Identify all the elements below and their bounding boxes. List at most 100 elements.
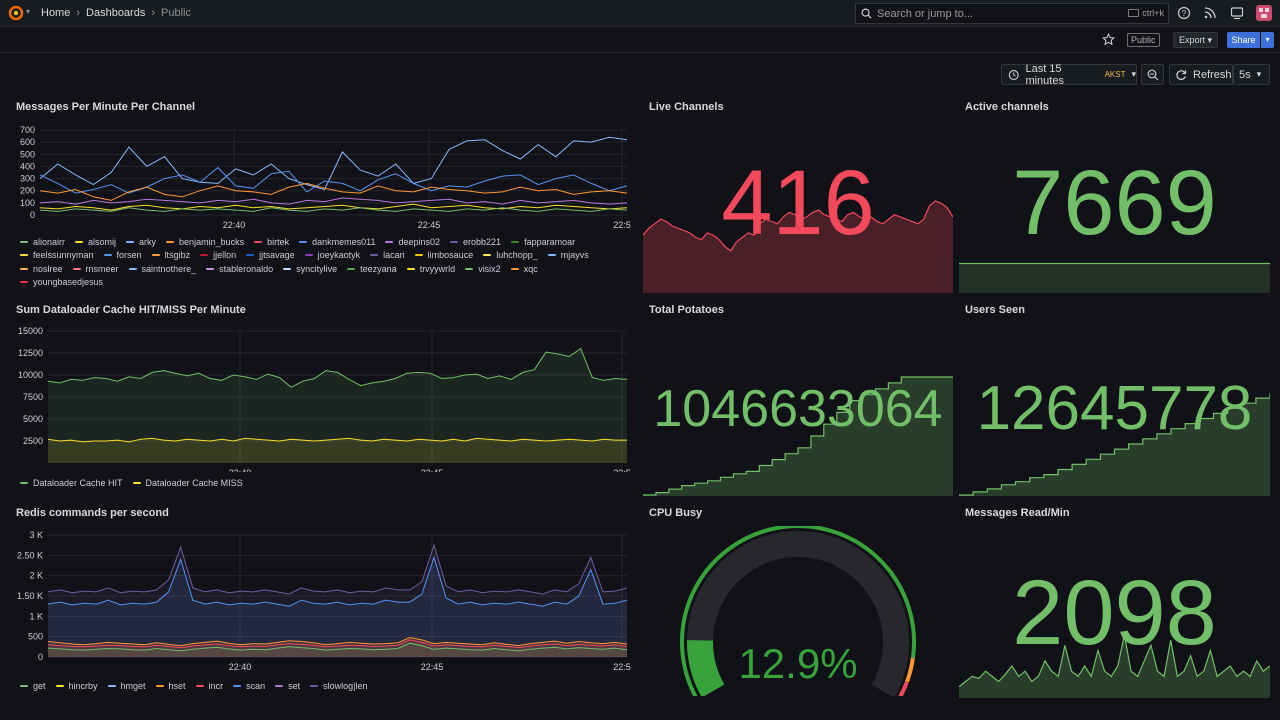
x-tick-label: 22:40	[229, 662, 252, 672]
legend-label: scan	[246, 681, 266, 691]
legend-item[interactable]: scan	[233, 679, 265, 693]
share-dropdown-chevron-icon[interactable]: ▾	[1261, 32, 1274, 48]
legend-item[interactable]: mjayvs	[547, 250, 589, 260]
panel-title-active-channels[interactable]: Active channels	[965, 101, 1049, 113]
redis-commands-chart[interactable]: 3 K 2.50 K 2 K 1.50 K 1 K 500 0 22:40 22:45 22:5	[0, 526, 640, 676]
legend-item[interactable]: hincrby	[55, 679, 98, 693]
export-button[interactable]: Export ▾	[1173, 32, 1219, 48]
breadcrumb: Home › Dashboards › Public	[41, 7, 191, 19]
legend-item[interactable]: rnsmeer	[72, 264, 119, 274]
legend-item[interactable]: slowlog|len	[310, 679, 367, 693]
legend-item[interactable]: jjtsavage	[246, 250, 295, 260]
refresh-interval-picker[interactable]: 5s ▾	[1233, 64, 1270, 85]
legend-item[interactable]: jjellon	[200, 250, 236, 260]
legend-item[interactable]: visix2	[465, 264, 501, 274]
legend-item[interactable]: Dataloader Cache MISS	[132, 476, 243, 490]
messages-read-sparkline	[959, 634, 1270, 698]
legend-item[interactable]: youngbasedjesus	[20, 277, 103, 287]
legend-item[interactable]: noslree	[20, 264, 63, 274]
legend-item[interactable]: luhchopp_	[483, 250, 538, 260]
legend-item[interactable]: syncitylive	[283, 264, 337, 274]
star-icon[interactable]	[1102, 33, 1115, 46]
legend-item[interactable]: trvyywrld	[406, 264, 455, 274]
panel-title-cpu-busy[interactable]: CPU Busy	[649, 507, 703, 519]
kiosk-mode-icon[interactable]	[1230, 6, 1244, 20]
legend-item[interactable]: get	[20, 679, 46, 693]
legend-item[interactable]: forsen	[103, 250, 142, 260]
legend-item[interactable]: benjamin_bucks	[166, 237, 244, 247]
legend-label: limbosauce	[427, 250, 474, 261]
chevron-down-icon[interactable]: ▾	[26, 7, 31, 16]
series-line	[47, 636, 628, 647]
messages-per-minute-chart[interactable]: 700 600 500 400 300 200 100 0 22:40 22:45 22:5	[0, 120, 640, 235]
search-input[interactable]	[877, 7, 1117, 20]
legend-item[interactable]: joeykaotyk	[304, 250, 360, 260]
legend-item[interactable]: stableronaldo	[206, 264, 273, 274]
sparkline-line	[643, 376, 953, 496]
y-tick-label: 1 K	[29, 611, 43, 621]
legend-label: Dataloader Cache MISS	[145, 478, 243, 488]
y-tick-label: 500	[20, 149, 35, 159]
legend-item[interactable]: fapparamoar	[511, 237, 575, 247]
breadcrumb-current: Public	[161, 7, 191, 19]
dataloader-cache-chart[interactable]: 15000 12500 10000 7500 5000 2500 22:40 22:45 22:…	[0, 322, 640, 472]
legend-swatch	[20, 254, 28, 257]
x-tick-label: 22:45	[421, 662, 444, 672]
legend-item[interactable]: hmget	[107, 679, 146, 693]
series-line	[39, 203, 628, 211]
legend-item[interactable]: dankmemes011	[299, 237, 375, 247]
sparkline-area	[959, 393, 1270, 496]
legend-item[interactable]: set	[275, 679, 300, 693]
panel-title-users-seen[interactable]: Users Seen	[965, 304, 1025, 316]
panel-title-dataloader[interactable]: Sum Dataloader Cache HIT/MISS Per Minute	[16, 304, 246, 316]
series-line	[39, 136, 628, 191]
legend-item[interactable]: saintnothere_	[128, 264, 196, 274]
legend-item[interactable]: incr	[195, 679, 223, 693]
legend-item[interactable]: alsomij	[75, 237, 116, 247]
legend-swatch	[72, 267, 81, 270]
panel-title-messages-read[interactable]: Messages Read/Min	[965, 507, 1070, 519]
legend-item[interactable]: limbosauce	[414, 250, 474, 261]
share-button[interactable]: Share	[1227, 32, 1260, 48]
legend-item[interactable]: hset	[155, 679, 186, 693]
cpu-busy-gauge	[680, 526, 916, 696]
legend-item[interactable]: feelssunnyman	[20, 250, 94, 260]
panel-title-total-potatoes[interactable]: Total Potatoes	[649, 304, 724, 316]
legend-item[interactable]: erobb221	[450, 237, 501, 247]
series-line	[47, 437, 627, 443]
rss-news-icon[interactable]	[1203, 6, 1217, 20]
time-range-picker[interactable]: Last 15 minutes AKST ▾	[1001, 63, 1137, 87]
gauge-value-arc	[687, 640, 725, 696]
legend-item[interactable]: birtek	[254, 237, 289, 247]
zoom-out-button[interactable]	[1141, 64, 1164, 85]
legend-item[interactable]: arky	[126, 237, 156, 247]
live-channels-sparkline	[643, 200, 953, 293]
legend-swatch	[103, 254, 112, 257]
legend-label: luhchopp_	[496, 250, 538, 261]
series-area	[48, 643, 627, 657]
user-avatar[interactable]	[1256, 5, 1272, 21]
legend-item[interactable]: lacari	[370, 250, 405, 260]
legend-item[interactable]: xqc	[510, 264, 538, 274]
panel-title-redis[interactable]: Redis commands per second	[16, 507, 169, 519]
refresh-button[interactable]: Refresh	[1169, 64, 1233, 85]
search-icon	[861, 8, 872, 19]
legend-swatch	[20, 685, 28, 687]
legend-item[interactable]: Dataloader Cache HIT	[20, 476, 123, 490]
y-tick-label: 2.50 K	[17, 550, 43, 560]
legend-item[interactable]: teezyana	[347, 264, 397, 274]
search-bar[interactable]: ctrl+k	[855, 3, 1169, 24]
grafana-logo-icon[interactable]	[8, 5, 24, 21]
legend-item[interactable]: alionairr	[20, 237, 65, 247]
legend-label: stableronaldo	[219, 263, 274, 274]
help-icon[interactable]: ?	[1177, 6, 1191, 20]
legend-item[interactable]: deepins02	[385, 237, 440, 247]
legend-item[interactable]: ltsgibz	[151, 250, 190, 260]
panel-title-live-channels[interactable]: Live Channels	[649, 101, 724, 113]
series-area	[48, 348, 627, 463]
legend-label: benjamin_bucks	[179, 237, 245, 248]
series-line	[39, 197, 628, 205]
panel-title-messages[interactable]: Messages Per Minute Per Channel	[16, 101, 196, 113]
breadcrumb-home[interactable]: Home	[41, 7, 71, 19]
breadcrumb-dashboards[interactable]: Dashboards	[86, 7, 146, 19]
